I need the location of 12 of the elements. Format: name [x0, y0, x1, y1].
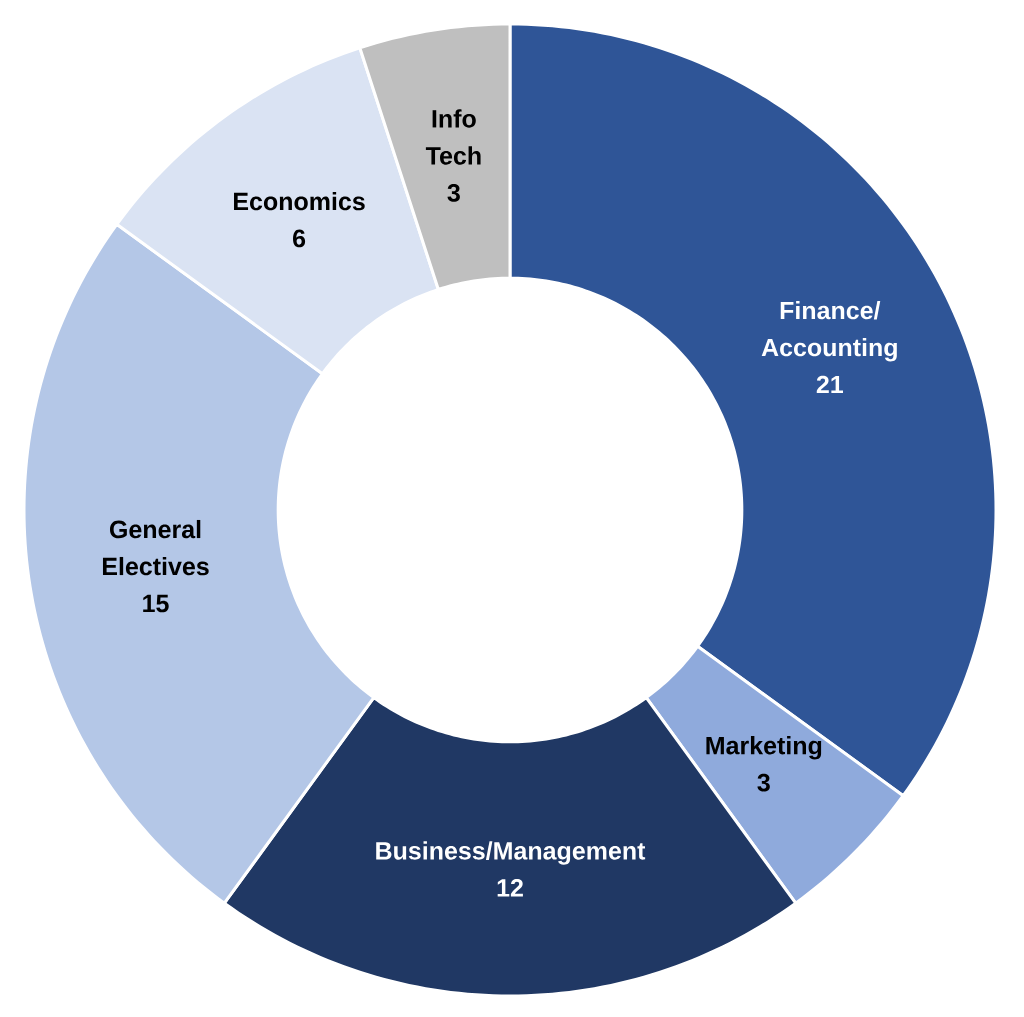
slice-label: Business/Management [376, 841, 646, 865]
data-label: 12 [497, 879, 523, 897]
slice-label: General Electives [102, 519, 209, 576]
slice-label: Economics [234, 191, 365, 211]
data-label: 6 [293, 229, 306, 248]
slice-label: Info Tech [425, 109, 481, 165]
slice-label: Marketing [706, 736, 822, 760]
data-label: 21 [816, 375, 843, 394]
slice-label: Finance/Accounting [761, 301, 897, 362]
data-label: 3 [757, 773, 770, 792]
data-label: 15 [143, 594, 169, 613]
data-label: 3 [447, 183, 460, 202]
